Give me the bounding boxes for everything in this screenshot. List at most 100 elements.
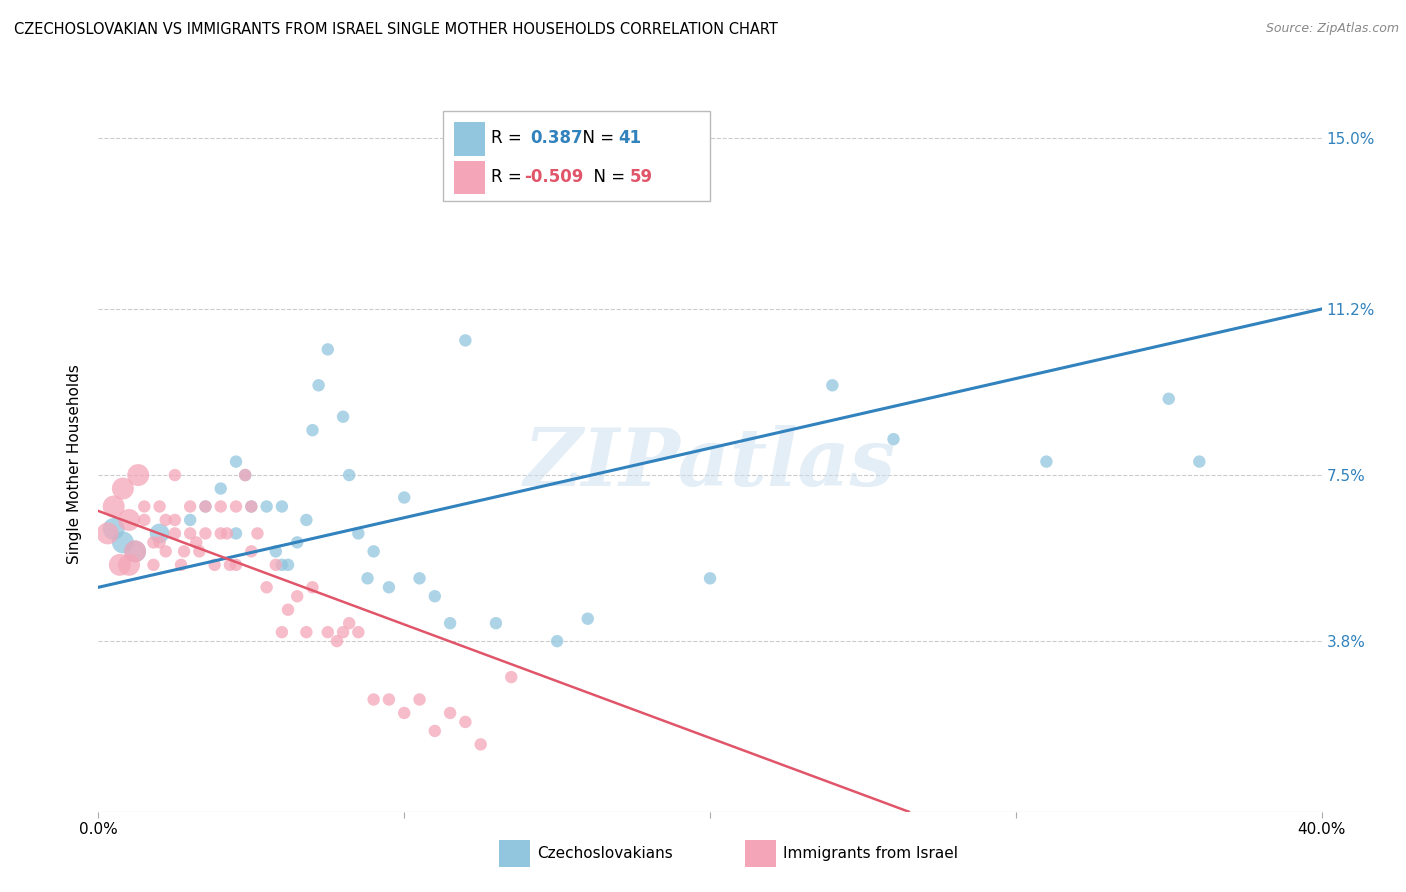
Text: N =: N = [572,129,620,147]
Point [225,558,247,572]
Point [277,558,299,572]
Point [149,500,172,514]
Point [111,535,134,549]
Text: R =: R = [491,129,531,147]
Point [118,558,141,572]
Point [215,526,238,541]
Point [163,526,186,541]
Point [204,558,226,572]
Point [1188,454,1211,468]
Point [225,526,247,541]
Point [337,616,360,631]
Text: Czechoslovakians: Czechoslovakians [537,847,673,861]
Text: 0.387: 0.387 [530,129,582,147]
Point [256,580,278,594]
Point [301,423,323,437]
Point [295,625,318,640]
Text: 59: 59 [630,168,652,186]
Point [1035,454,1057,468]
Point [108,558,131,572]
Point [392,491,416,505]
Point [454,334,477,348]
Point [439,706,461,720]
Point [219,558,242,572]
Point [378,692,401,706]
Point [194,526,217,541]
Y-axis label: Single Mother Households: Single Mother Households [67,364,83,564]
Point [118,513,141,527]
Point [233,468,256,483]
Point [142,535,165,549]
Point [423,589,446,603]
Point [270,558,292,572]
Point [134,500,156,514]
Point [347,526,370,541]
Point [308,378,330,392]
Point [470,738,492,752]
Point [155,544,177,558]
Point [821,378,844,392]
Point [363,692,385,706]
Point [134,513,156,527]
Text: N =: N = [583,168,631,186]
Point [408,571,430,585]
Point [270,625,292,640]
Point [170,558,193,572]
Point [408,692,430,706]
Point [501,670,523,684]
Point [179,500,201,514]
Point [103,500,125,514]
Point [277,603,299,617]
Point [1157,392,1180,406]
Text: Source: ZipAtlas.com: Source: ZipAtlas.com [1265,22,1399,36]
Point [186,535,208,549]
Point [97,526,120,541]
Point [439,616,461,631]
Point [209,500,232,514]
Point [209,526,232,541]
Point [149,535,172,549]
Point [240,500,263,514]
Point [149,526,172,541]
Point [194,500,217,514]
Point [155,513,177,527]
Point [179,513,201,527]
Point [256,500,278,514]
Point [699,571,721,585]
Text: Immigrants from Israel: Immigrants from Israel [783,847,957,861]
Point [163,468,186,483]
Point [225,454,247,468]
Point [270,500,292,514]
Point [225,500,247,514]
Point [173,544,195,558]
Point [546,634,568,648]
Text: -0.509: -0.509 [524,168,583,186]
Point [127,468,149,483]
Point [163,513,186,527]
Point [316,343,339,357]
Point [240,544,263,558]
Point [179,526,201,541]
Point [332,409,354,424]
Point [103,522,125,536]
Point [356,571,378,585]
Text: R =: R = [491,168,527,186]
Point [295,513,318,527]
Point [246,526,269,541]
Point [285,535,308,549]
Point [124,544,146,558]
Point [316,625,339,640]
Point [454,714,477,729]
Point [347,625,370,640]
Point [485,616,508,631]
Point [285,589,308,603]
Text: CZECHOSLOVAKIAN VS IMMIGRANTS FROM ISRAEL SINGLE MOTHER HOUSEHOLDS CORRELATION C: CZECHOSLOVAKIAN VS IMMIGRANTS FROM ISRAE… [14,22,778,37]
Point [124,544,146,558]
Point [209,482,232,496]
Point [264,558,287,572]
Point [363,544,385,558]
Point [188,544,211,558]
Point [142,558,165,572]
Point [576,612,599,626]
Point [337,468,360,483]
